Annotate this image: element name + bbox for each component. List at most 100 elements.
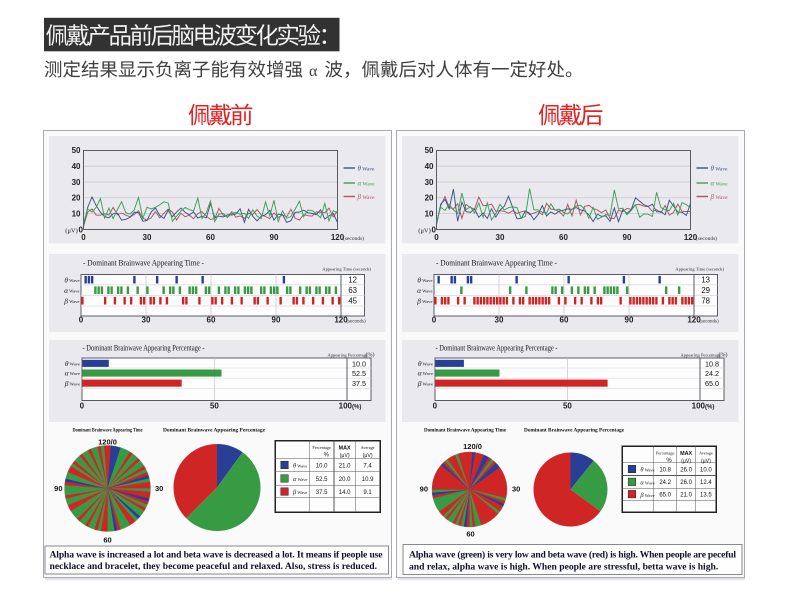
- svg-text:0: 0: [81, 233, 86, 242]
- svg-text:Dominant Brainwave Appearing T: Dominant Brainwave Appearing Time: [73, 427, 143, 433]
- svg-text:Dominant Brainwave Appearing P: Dominant Brainwave Appearing Percentage: [524, 427, 625, 433]
- svg-text:(seconds): (seconds): [700, 320, 719, 325]
- svg-text:(%): (%): [366, 351, 375, 358]
- svg-text:Percentage: Percentage: [656, 451, 675, 456]
- svg-text:(μV): (μV): [65, 227, 78, 234]
- svg-text:Average: Average: [361, 445, 375, 450]
- svg-text:20: 20: [72, 194, 81, 203]
- svg-text:α Wave: α Wave: [711, 179, 729, 187]
- svg-text:12: 12: [348, 276, 357, 285]
- svg-text:θ Wave: θ Wave: [358, 164, 376, 172]
- svg-text:10.8: 10.8: [659, 468, 671, 474]
- svg-text:90: 90: [420, 485, 428, 494]
- svg-text:120: 120: [684, 233, 698, 242]
- svg-text:(seconds): (seconds): [696, 235, 717, 242]
- svg-text:90: 90: [272, 316, 281, 325]
- svg-text:%: %: [666, 458, 672, 464]
- svg-text:50: 50: [425, 146, 434, 155]
- svg-text:θ Wave: θ Wave: [418, 359, 433, 368]
- svg-text:Dominant Brainwave Appearing P: Dominant Brainwave Appearing Percentage: [163, 427, 266, 433]
- svg-text:21.0: 21.0: [339, 463, 351, 469]
- svg-text:β Wave: β Wave: [64, 379, 80, 388]
- svg-text:52.5: 52.5: [352, 369, 366, 378]
- svg-text:13: 13: [701, 276, 710, 285]
- svg-text:90: 90: [270, 233, 279, 242]
- svg-text:52.5: 52.5: [316, 477, 328, 483]
- svg-text:30: 30: [495, 316, 504, 325]
- svg-text:50: 50: [72, 146, 81, 155]
- svg-text:120: 120: [334, 316, 348, 325]
- svg-text:10.0: 10.0: [700, 468, 712, 474]
- svg-text:MAX: MAX: [680, 451, 692, 457]
- svg-text:30: 30: [425, 178, 434, 187]
- svg-text:30: 30: [143, 233, 152, 242]
- svg-text:26.0: 26.0: [680, 468, 692, 474]
- svg-text:78: 78: [701, 297, 710, 306]
- svg-text:θ Wave: θ Wave: [417, 275, 432, 284]
- svg-text:α Wave: α Wave: [417, 286, 432, 295]
- svg-text:60: 60: [466, 530, 474, 539]
- svg-text:(seconds): (seconds): [343, 235, 364, 242]
- svg-text:0: 0: [80, 402, 85, 411]
- svg-text:30: 30: [72, 178, 81, 187]
- svg-text:20.0: 20.0: [339, 477, 351, 483]
- svg-text:(μV): (μV): [418, 227, 431, 234]
- svg-text:0: 0: [433, 402, 438, 411]
- svg-text:14.0: 14.0: [339, 490, 351, 496]
- svg-text:α Wave: α Wave: [358, 179, 376, 187]
- svg-text:β Wave: β Wave: [292, 489, 307, 496]
- svg-text:60: 60: [207, 316, 216, 325]
- svg-text:26.0: 26.0: [680, 480, 692, 486]
- svg-text:24.2: 24.2: [705, 369, 719, 378]
- svg-text:β Wave: β Wave: [416, 296, 432, 305]
- svg-text:90: 90: [623, 233, 632, 242]
- svg-text:- Dominant Brainwave Appearing: - Dominant Brainwave Appearing Time -: [436, 259, 557, 268]
- svg-text:24.2: 24.2: [659, 480, 671, 486]
- svg-text:13.5: 13.5: [700, 493, 712, 499]
- svg-text:90: 90: [54, 484, 62, 493]
- svg-text:60: 60: [103, 536, 111, 545]
- svg-text:63: 63: [348, 286, 357, 295]
- svg-text:(μV): (μV): [681, 458, 691, 464]
- svg-text:50: 50: [563, 402, 572, 411]
- svg-text:20: 20: [425, 194, 434, 203]
- svg-text:θ Wave: θ Wave: [640, 467, 654, 474]
- svg-text:0: 0: [432, 225, 437, 234]
- svg-text:Appearing Percentage: Appearing Percentage: [680, 352, 721, 357]
- svg-text:10.9: 10.9: [362, 477, 374, 483]
- svg-text:- Dominant Brainwave Appearing: - Dominant Brainwave Appearing Percentag…: [436, 344, 558, 353]
- svg-text:MAX: MAX: [339, 446, 351, 452]
- svg-text:10.0: 10.0: [352, 359, 366, 368]
- svg-text:θ Wave: θ Wave: [64, 275, 79, 284]
- svg-text:(μV): (μV): [340, 453, 350, 459]
- svg-text:Appearing Time (seconds): Appearing Time (seconds): [675, 267, 724, 272]
- svg-text:β Wave: β Wave: [357, 193, 376, 201]
- svg-text:θ Wave: θ Wave: [65, 359, 80, 368]
- svg-text:37.5: 37.5: [352, 379, 366, 388]
- svg-text:%: %: [324, 453, 330, 459]
- svg-text:65.0: 65.0: [705, 379, 719, 388]
- svg-text:Alpha wave (green) is very low: Alpha wave (green) is very low and beta …: [409, 549, 736, 560]
- svg-text:10.0: 10.0: [316, 463, 328, 469]
- svg-text:60: 60: [560, 316, 569, 325]
- svg-text:0: 0: [79, 316, 84, 325]
- svg-text:40: 40: [425, 162, 434, 171]
- svg-text:30: 30: [496, 233, 505, 242]
- svg-text:α Wave: α Wave: [293, 476, 307, 483]
- svg-text:α: α: [309, 63, 318, 80]
- svg-text:120: 120: [331, 233, 345, 242]
- svg-text:120: 120: [687, 316, 701, 325]
- svg-text:21.0: 21.0: [680, 493, 692, 499]
- svg-text:45: 45: [348, 297, 357, 306]
- svg-text:0: 0: [434, 233, 439, 242]
- svg-text:12.4: 12.4: [700, 480, 712, 486]
- svg-text:- Dominant Brainwave Appearing: - Dominant Brainwave Appearing Time -: [83, 259, 204, 268]
- svg-text:120/0: 120/0: [98, 438, 117, 447]
- svg-text:10: 10: [425, 210, 434, 219]
- svg-text:0: 0: [79, 225, 84, 234]
- svg-text:- Dominant Brainwave Appearing: - Dominant Brainwave Appearing Percentag…: [83, 344, 205, 353]
- svg-text:50: 50: [210, 402, 219, 411]
- svg-text:α Wave: α Wave: [640, 480, 654, 487]
- svg-text:30: 30: [142, 316, 151, 325]
- svg-text:Alpha wave is increased a lot: Alpha wave is increased a lot and beta w…: [50, 549, 384, 560]
